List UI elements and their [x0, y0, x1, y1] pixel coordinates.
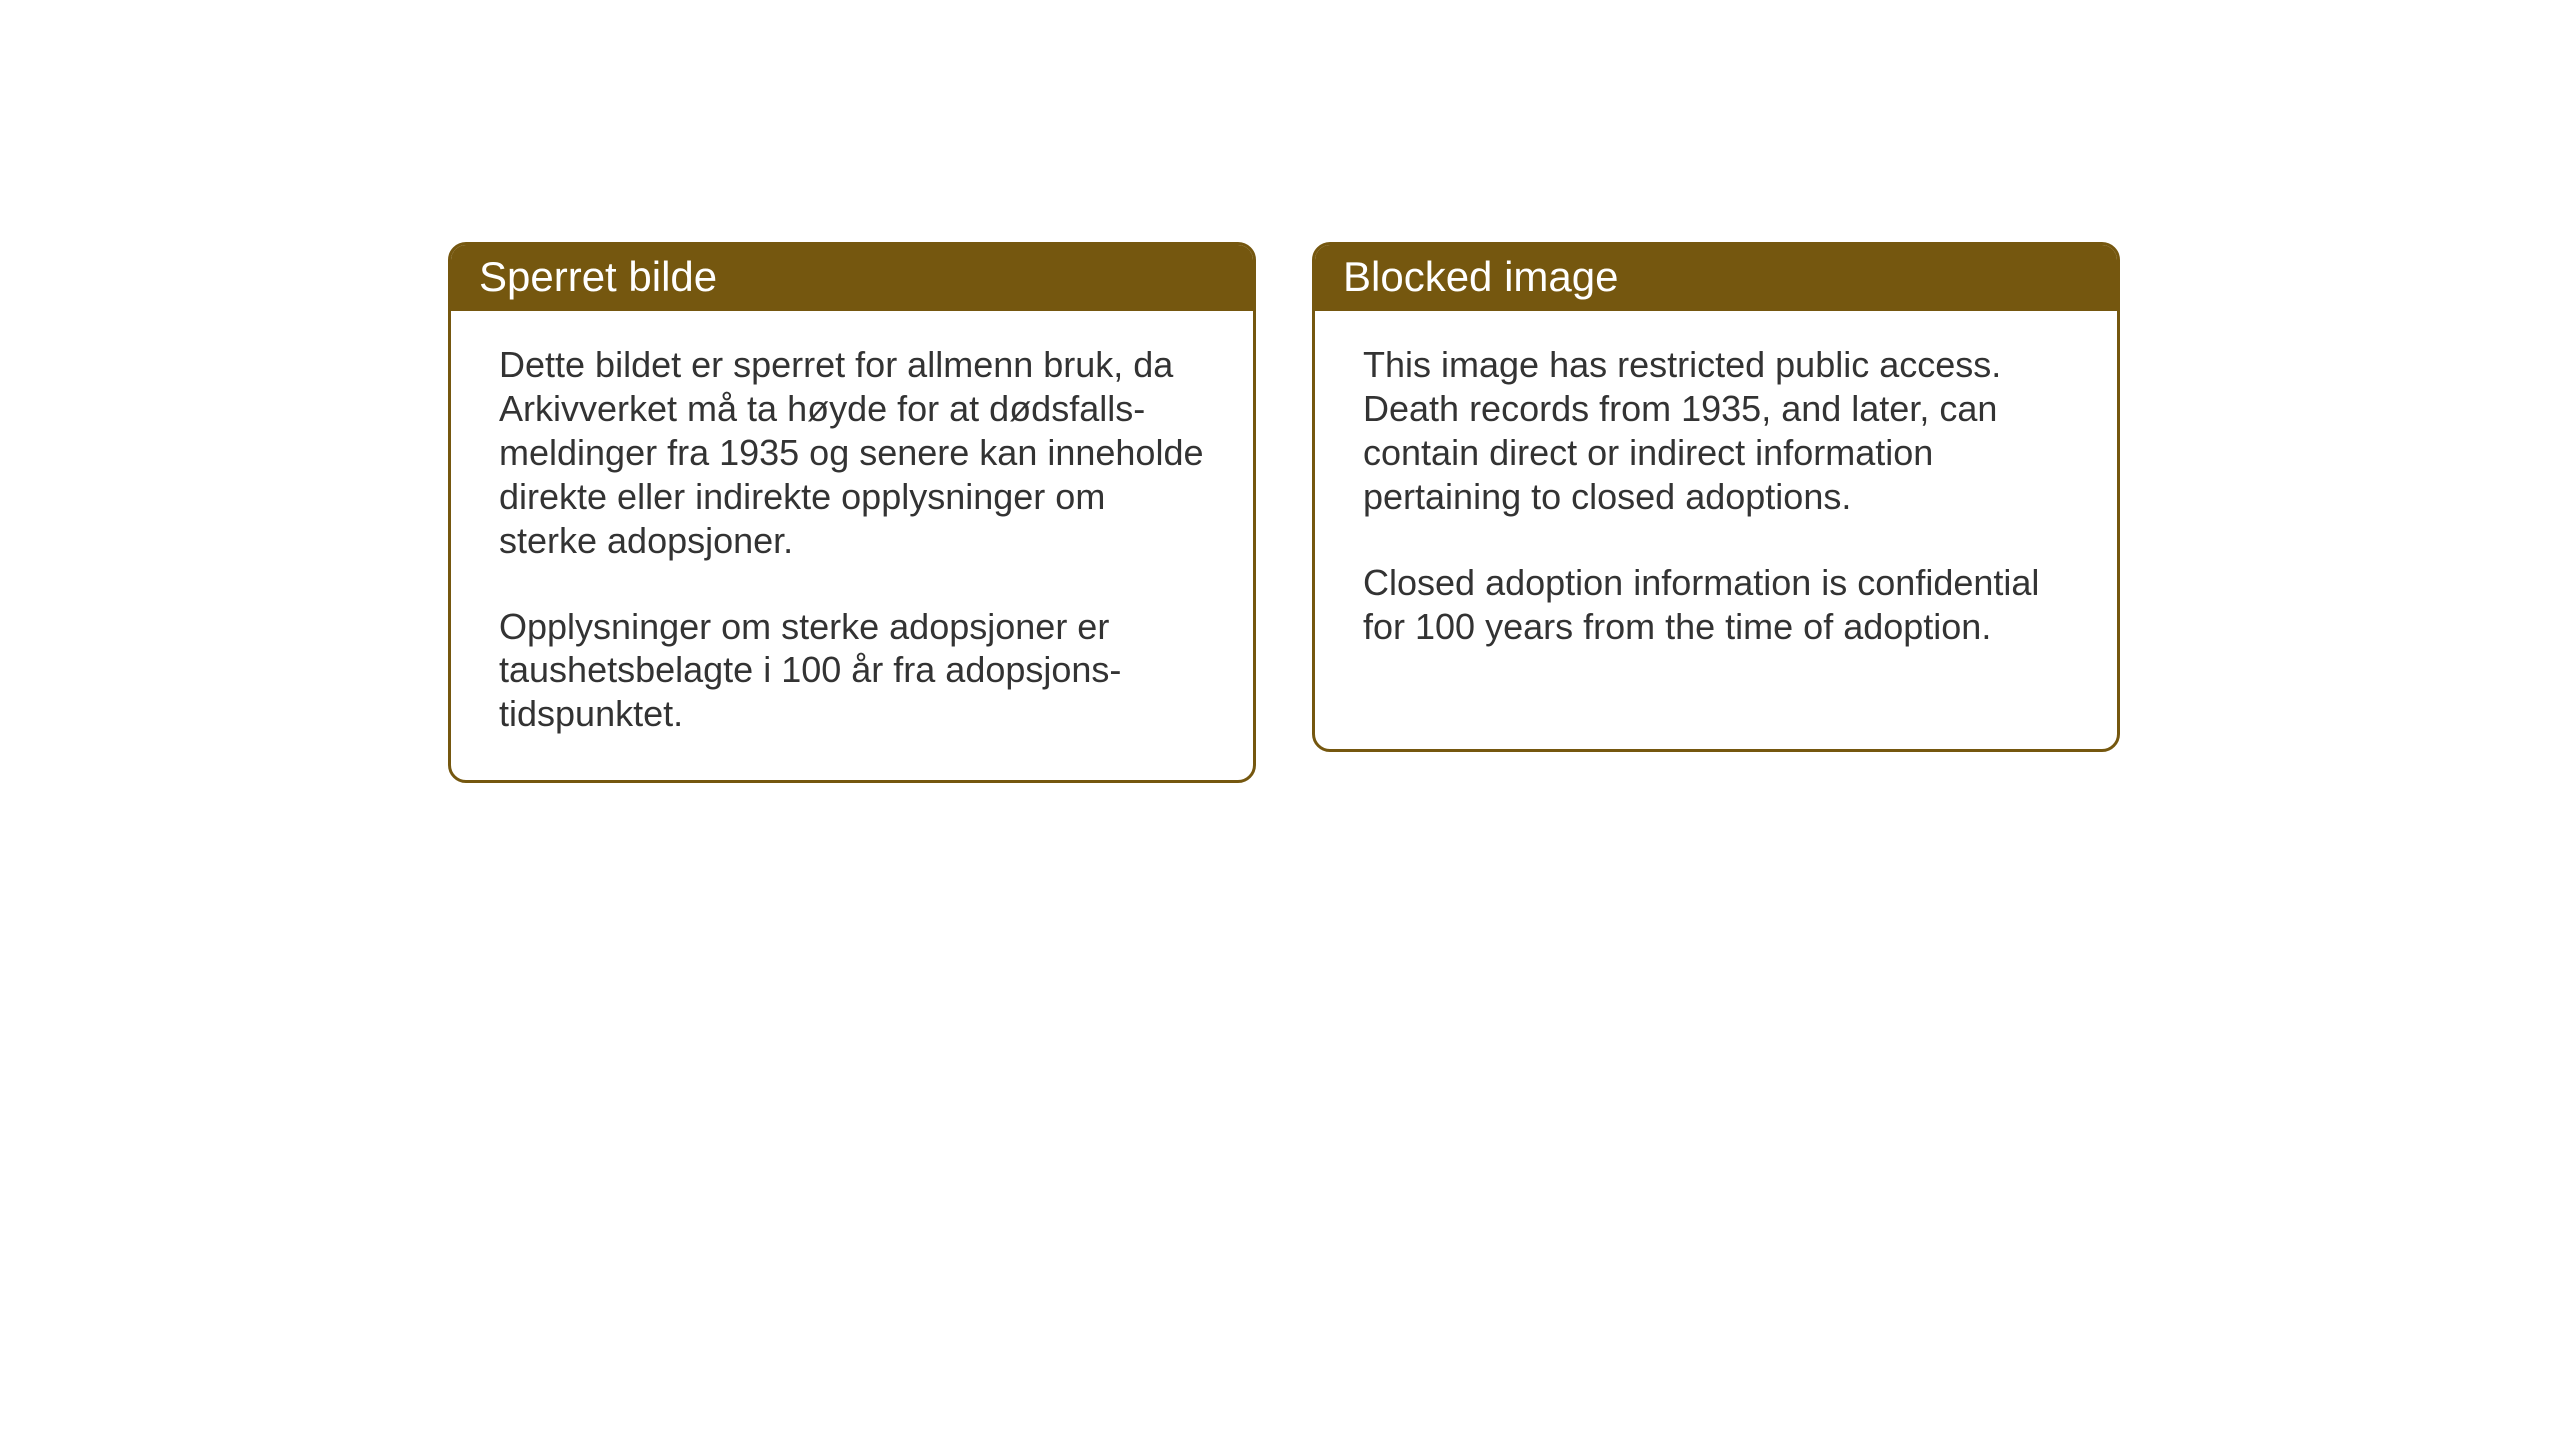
paragraph-1-norwegian: Dette bildet er sperret for allmenn bruk… [499, 343, 1205, 563]
card-title-english: Blocked image [1343, 253, 1618, 300]
card-header-english: Blocked image [1315, 245, 2117, 311]
paragraph-2-english: Closed adoption information is confident… [1363, 561, 2069, 649]
paragraph-1-english: This image has restricted public access.… [1363, 343, 2069, 519]
card-body-norwegian: Dette bildet er sperret for allmenn bruk… [451, 311, 1253, 780]
paragraph-2-norwegian: Opplysninger om sterke adopsjoner er tau… [499, 605, 1205, 737]
card-header-norwegian: Sperret bilde [451, 245, 1253, 311]
card-body-english: This image has restricted public access.… [1315, 311, 2117, 692]
card-title-norwegian: Sperret bilde [479, 253, 717, 300]
notice-card-norwegian: Sperret bilde Dette bildet er sperret fo… [448, 242, 1256, 783]
notice-card-english: Blocked image This image has restricted … [1312, 242, 2120, 752]
notice-container: Sperret bilde Dette bildet er sperret fo… [448, 242, 2120, 783]
